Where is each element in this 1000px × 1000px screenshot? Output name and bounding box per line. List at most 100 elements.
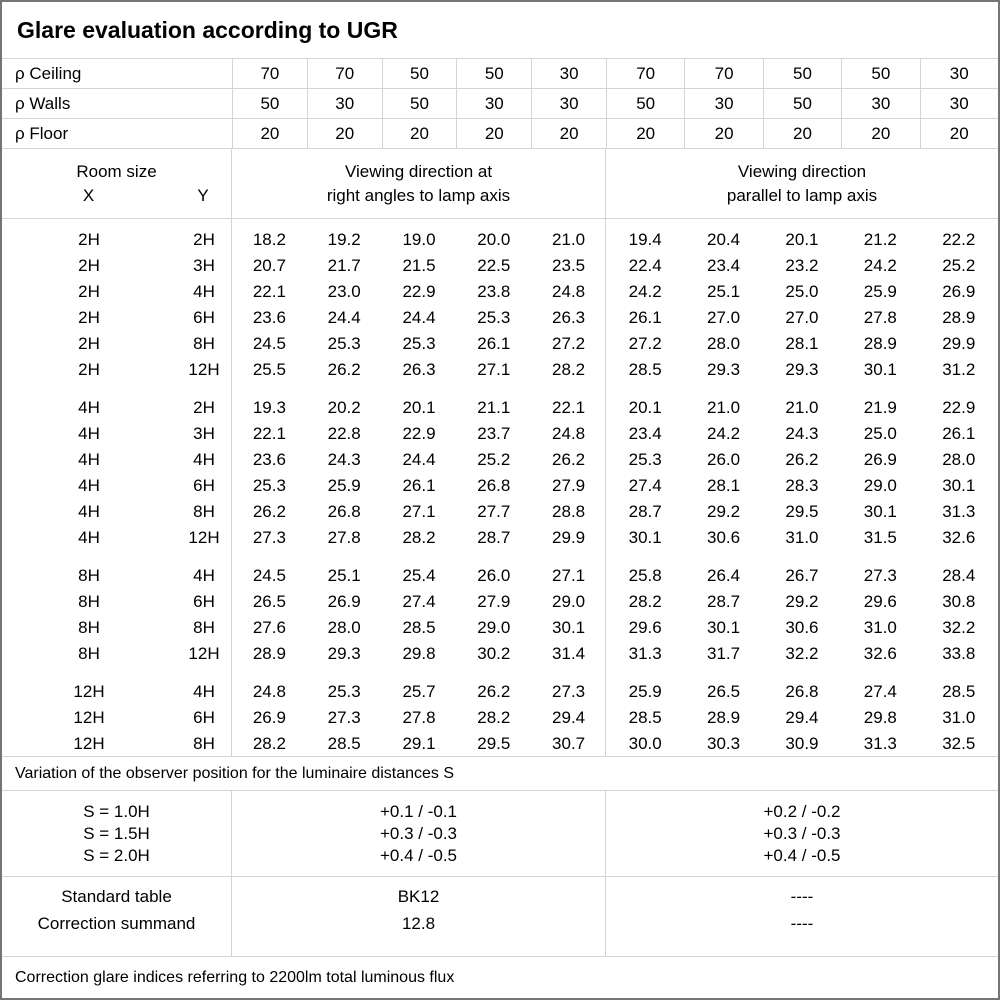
room-y-value: 12H [188,360,220,379]
ugr-block: 8H 4H 24.5 25.1 25.4 26.0 27.1 25.8 26.4 26.7 27.3… [2,563,998,667]
ugr-parallel-cell: 29.3 [707,360,741,379]
room-x-value: 4H [78,476,100,495]
ugr-parallel-cell: 26.9 [942,282,976,301]
room-size-label: Room size [76,161,157,181]
summary-parallel-value: ---- [790,914,814,933]
ugr-table-row: 4H 6H 25.3 25.9 26.1 26.8 27.9 27.4 28.1 28.3 29.0… [2,473,998,499]
ugr-right-angles-cell: 25.3 [402,334,436,353]
ugr-parallel-cell: 25.0 [785,282,819,301]
room-y-value: 2H [193,398,215,417]
ugr-right-angles-cell: 25.2 [477,450,511,469]
reflectance-value-cell: 30 [684,89,762,118]
ugr-parallel-cell: 22.4 [628,256,662,275]
ugr-parallel-cell: 31.3 [628,644,662,663]
ugr-parallel-cell: 29.4 [785,708,819,727]
s-right-angles-values: +0.1 / -0.1 +0.3 / -0.3 +0.4 / -0.5 [232,791,606,876]
ugr-right-angles-cell: 27.3 [327,708,361,727]
ugr-right-angles-cell: 27.4 [402,592,436,611]
ugr-right-angles-cell: 28.7 [477,528,511,547]
ugr-parallel-cell: 23.4 [707,256,741,275]
room-x-value: 2H [78,334,100,353]
ugr-right-angles-cell: 23.0 [327,282,361,301]
ugr-right-angles-cell: 26.3 [552,308,586,327]
reflectance-value-cell: 20 [456,119,531,148]
ugr-parallel-cell: 22.9 [942,398,976,417]
s-parallel-values: +0.2 / -0.2 +0.3 / -0.3 +0.4 / -0.5 [606,791,998,876]
ugr-parallel-cell: 31.7 [707,644,741,663]
ugr-parallel-cell: 31.0 [785,528,819,547]
reflectance-value-cell: 20 [306,119,382,148]
summary-row-label: Correction summand [37,914,196,933]
room-x-value: 4H [78,502,100,521]
room-y-value: 3H [193,256,215,275]
ugr-parallel-cell: 28.2 [628,592,662,611]
ugr-right-angles-cell: 23.8 [477,282,511,301]
ugr-right-angles-cell: 24.5 [252,566,286,585]
ugr-table-row: 2H 2H 18.2 19.2 19.0 20.0 21.0 19.4 20.4 20.1 21.2… [2,227,998,253]
ugr-parallel-cell: 26.8 [785,682,819,701]
ugr-right-angles-cell: 27.2 [552,334,586,353]
ugr-parallel-cell: 30.1 [628,528,662,547]
room-x-value: 2H [78,230,100,249]
ugr-right-angles-cell: 27.9 [552,476,586,495]
ugr-parallel-cell: 28.1 [785,334,819,353]
ugr-parallel-cell: 28.5 [942,682,976,701]
ugr-right-angles-cell: 26.5 [252,592,286,611]
ugr-right-angles-cell: 29.8 [402,644,436,663]
reflectance-value-cell: 20 [605,119,684,148]
ugr-table-row: 12H 8H 28.2 28.5 29.1 29.5 30.7 30.0 30.3 30.9 31.… [2,731,998,757]
ugr-right-angles-cell: 20.1 [402,398,436,417]
right-angles-header-line1: Viewing direction at [344,161,493,181]
ugr-right-angles-cell: 28.0 [327,618,361,637]
summary-table: Standard table Correction summand BK12 12.… [2,877,998,957]
ugr-parallel-cell: 29.8 [863,708,897,727]
ugr-parallel-cell: 29.9 [942,334,976,353]
ugr-right-angles-cell: 27.1 [552,566,586,585]
summary-row-label: Standard table [61,887,172,906]
room-y-value: 8H [193,734,215,753]
ugr-parallel-cell: 27.3 [863,566,897,585]
reflectance-value-cell: 50 [762,89,841,118]
ugr-parallel-cell: 27.4 [628,476,662,495]
ugr-right-angles-cell: 30.1 [552,618,586,637]
ugr-table-row: 4H 8H 26.2 26.8 27.1 27.7 28.8 28.7 29.2 29.5 30.1… [2,499,998,525]
parallel-header: Viewing direction parallel to lamp axis [606,149,998,218]
ugr-parallel-cell: 32.6 [942,528,976,547]
ugr-parallel-cell: 31.0 [863,618,897,637]
right-angles-header-line2: right angles to lamp axis [326,185,511,205]
ugr-parallel-cell: 20.1 [628,398,662,417]
ugr-parallel-cell: 28.1 [707,476,741,495]
reflectance-value-cell: 50 [605,89,684,118]
ugr-parallel-cell: 24.3 [785,424,819,443]
ugr-right-angles-cell: 27.3 [552,682,586,701]
ugr-right-angles-cell: 24.4 [327,308,361,327]
s-right-angles-value: +0.4 / -0.5 [379,845,458,865]
ugr-parallel-cell: 26.9 [863,450,897,469]
room-y-value: 12H [188,528,220,547]
ugr-right-angles-cell: 28.2 [402,528,436,547]
ugr-right-angles-cell: 27.8 [402,708,436,727]
ugr-right-angles-cell: 18.2 [252,230,286,249]
page-title: Glare evaluation according to UGR [2,2,998,59]
ugr-parallel-cell: 21.0 [785,398,819,417]
s-distance-label: S = 2.0H [83,845,150,865]
ugr-parallel-cell: 30.1 [863,502,897,521]
ugr-right-angles-cell: 22.5 [477,256,511,275]
room-y-value: 4H [193,282,215,301]
reflectance-value-cell: 30 [456,89,531,118]
ugr-right-angles-cell: 26.3 [402,360,436,379]
ugr-right-angles-cell: 25.3 [327,682,361,701]
ugr-right-angles-cell: 27.9 [477,592,511,611]
room-x-value: 12H [73,708,105,727]
vertical-divider-labels [231,219,232,756]
ugr-parallel-cell: 26.2 [785,450,819,469]
room-y-value: 6H [193,592,215,611]
room-y-value: 6H [193,476,215,495]
ugr-parallel-cell: 26.1 [628,308,662,327]
ugr-right-angles-cell: 26.8 [327,502,361,521]
ugr-parallel-cell: 32.2 [785,644,819,663]
s-parallel-value: +0.2 / -0.2 [763,801,841,821]
ugr-table-row: 8H 8H 27.6 28.0 28.5 29.0 30.1 29.6 30.1 30.6 31.0… [2,615,998,641]
ugr-right-angles-cell: 29.4 [552,708,586,727]
ugr-parallel-cell: 29.6 [863,592,897,611]
